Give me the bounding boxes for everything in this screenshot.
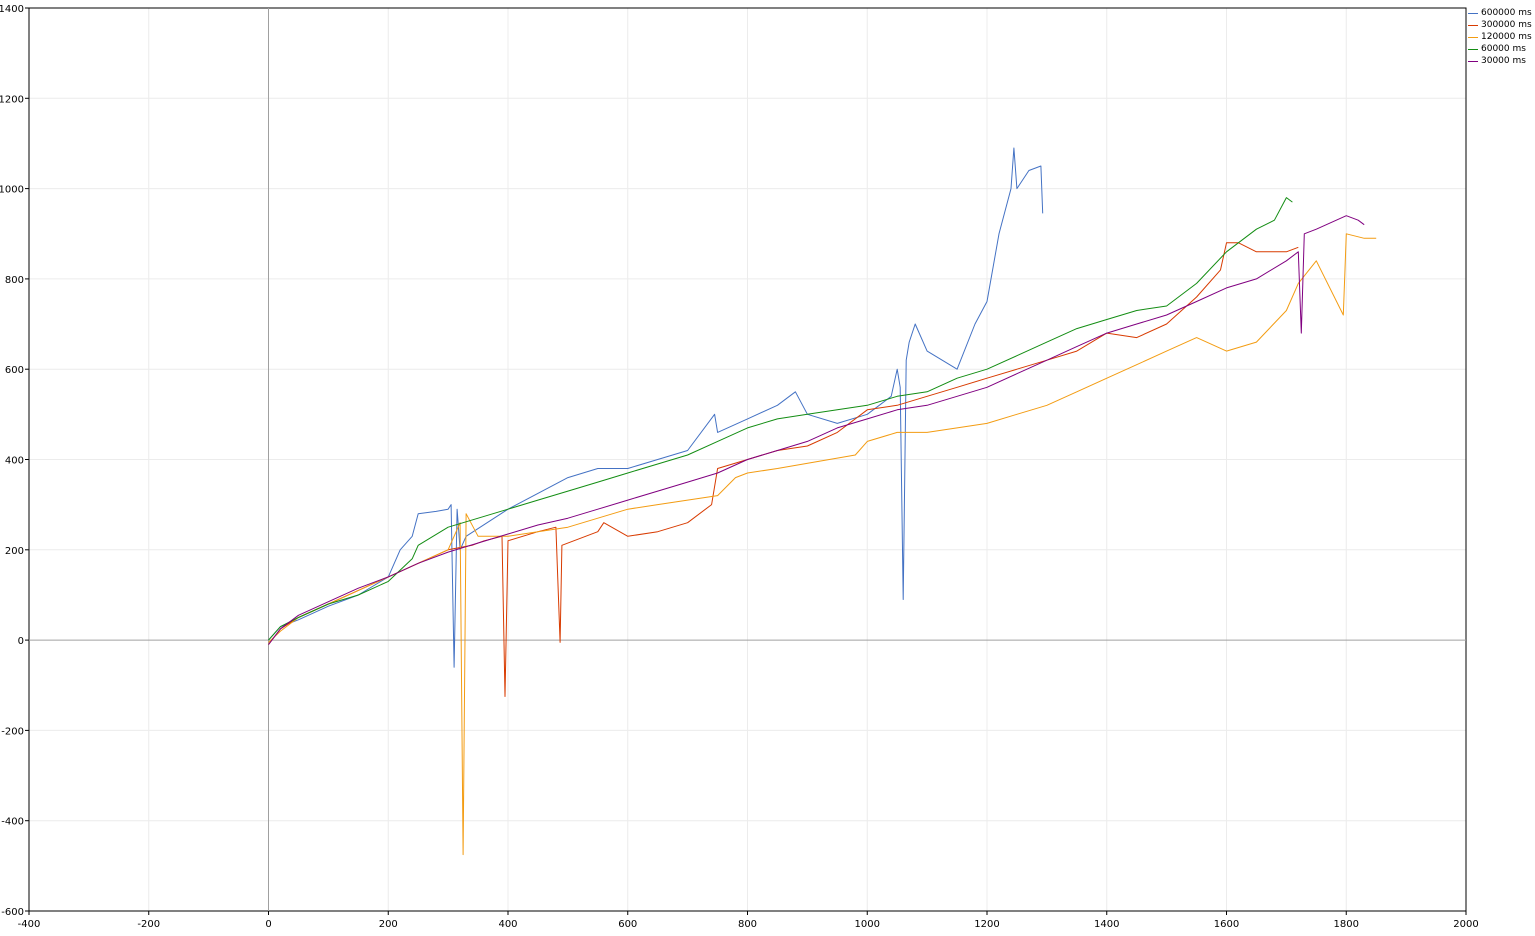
x-tick-label: 200 [379,919,398,930]
x-tick-label: 1800 [1334,919,1359,930]
legend-item: 120000 ms [1468,31,1532,43]
series-line-60000-ms [268,197,1293,641]
y-tick-label: 600 [5,365,24,376]
series-line-300000-ms [268,242,1299,697]
tick-labels: -400 -200 0 200 400 600 800 1000 1200 1400 1600 180… [0,4,1479,930]
series-line-120000-ms [268,233,1377,856]
x-tick-label: 1400 [1094,919,1119,930]
legend-label: 30000 ms [1481,56,1526,66]
series-line-30000-ms [268,215,1365,645]
axes [25,7,1467,915]
x-tick-label: 800 [738,919,757,930]
x-tick-label: 0 [265,919,271,930]
x-tick-label: -200 [137,919,160,930]
legend-item: 300000 ms [1468,19,1532,31]
y-tick-label: 1400 [0,4,24,15]
y-tick-label: 800 [5,275,24,286]
x-tick-label: 400 [498,919,517,930]
series-line-600000-ms [268,147,1044,668]
legend-item: 600000 ms [1468,7,1532,19]
legend-swatch [1468,12,1478,14]
legend-label: 120000 ms [1481,32,1532,42]
legend: 600000 ms 300000 ms 120000 ms 60000 ms 30000… [1468,7,1532,67]
x-tick-label: 1200 [974,919,999,930]
y-tick-label: -400 [1,817,24,828]
legend-swatch [1468,36,1478,38]
legend-label: 300000 ms [1481,20,1532,30]
y-tick-label: -200 [1,726,24,737]
y-tick-label: 400 [5,456,24,467]
x-tick-label: -400 [18,919,41,930]
series-layer [268,147,1377,856]
x-tick-label: 2000 [1453,919,1478,930]
legend-label: 600000 ms [1481,8,1532,18]
y-tick-label: 200 [5,546,24,557]
y-tick-label: 0 [18,636,24,647]
y-tick-label: 1200 [0,94,24,105]
y-tick-label: 1000 [0,185,24,196]
legend-item: 60000 ms [1468,43,1532,55]
y-tick-label: -600 [1,907,24,918]
legend-label: 60000 ms [1481,44,1526,54]
x-tick-label: 1000 [855,919,880,930]
legend-swatch [1468,48,1478,50]
x-tick-label: 1600 [1214,919,1239,930]
legend-swatch [1468,60,1478,62]
legend-item: 30000 ms [1468,55,1532,67]
legend-swatch [1468,24,1478,26]
x-tick-label: 600 [618,919,637,930]
